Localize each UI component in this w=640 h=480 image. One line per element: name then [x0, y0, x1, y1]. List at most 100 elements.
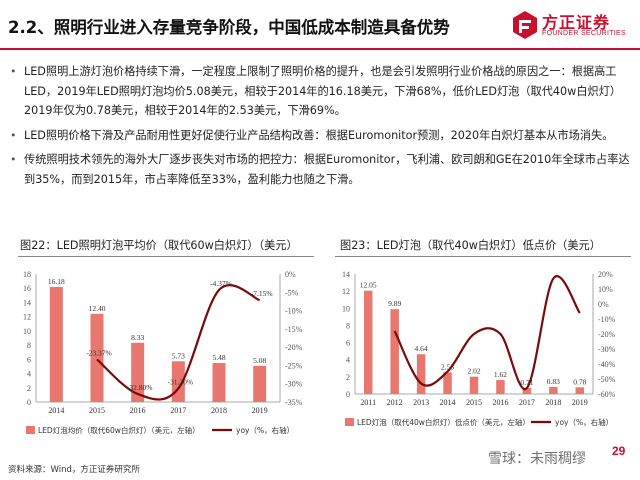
bar: [496, 380, 505, 394]
yoy-line: [96, 284, 261, 401]
slide-title: 2.2、照明行业进入存量竞争阶段，中国低成本制造具备优势: [8, 18, 450, 37]
left-axis-tick-label: 16: [23, 284, 31, 293]
watermark: 雪球：未雨稠缪: [488, 451, 586, 467]
left-axis-tick-label: 10: [342, 304, 350, 313]
bullet-list: • LED照明上游灯泡价格持续下滑，一定程度上限制了照明价格的提升，也是会引发照…: [8, 62, 632, 194]
bullet-text: 传统照明技术领先的海外大厂逐步丧失对市场的把控力：根据Euromonitor，飞…: [24, 153, 630, 186]
left-axis-tick-label: 12: [342, 287, 350, 296]
x-axis-tick-label: 2014: [440, 398, 456, 407]
legend-line-label: yoy（%，右轴）: [555, 417, 613, 427]
led-60w-price-chart: 0 2 4 6 8 10 12 14 16 18 0% -5% -10% -15% -20% -25% -30%…: [23, 270, 303, 435]
left-axis-tick-label: 10: [23, 327, 31, 336]
bar-value-label: 9.89: [388, 299, 401, 308]
founder-logo-icon: [513, 11, 537, 39]
legend-bar-label: LED灯泡（取代40w白炽灯）低点价（美元，左轴）: [357, 417, 530, 427]
left-axis-tick-label: 18: [23, 270, 31, 279]
chart-title-divider: [18, 256, 314, 257]
bar: [522, 387, 532, 394]
bullet-dot-icon: •: [10, 65, 17, 78]
bullet-item: • LED照明价格下滑及产品耐用性更好促使行业产品结构改善：根据Euromoni…: [8, 126, 632, 146]
page-number: 29: [612, 444, 626, 458]
bar-value-label: 2.02: [467, 367, 480, 376]
x-axis-tick-label: 2016: [492, 398, 508, 407]
x-axis-tick-label: 2015: [89, 406, 105, 415]
legend-bar-swatch: [26, 426, 35, 434]
x-axis-tick-label: 2018: [545, 398, 561, 407]
x-axis-tick-label: 2016: [130, 406, 146, 415]
left-axis-tick-label: 6: [27, 355, 31, 364]
bar-value-label: 0.83: [547, 377, 560, 386]
bar: [469, 376, 479, 394]
bar-value-label: 5.48: [212, 353, 225, 362]
bar: [549, 386, 558, 394]
bar-value-label: 4.64: [415, 344, 428, 353]
bullet-dot-icon: •: [10, 153, 17, 166]
right-axis-tick-label: 20%: [598, 270, 613, 279]
bar-value-label: 0.78: [573, 377, 586, 386]
x-axis-tick-label: 2018: [211, 406, 227, 415]
left-axis-tick-label: 8: [346, 321, 350, 330]
right-axis-tick-label: -30%: [598, 345, 616, 354]
yoy-value-label: -31.30%: [168, 377, 194, 386]
bar-value-label: 0.71: [520, 378, 533, 387]
bullet-item: • LED照明上游灯泡价格持续下滑，一定程度上限制了照明价格的提升，也是会引发照…: [8, 62, 632, 121]
bar: [390, 309, 399, 394]
founder-logo: 方正证券 FOUNDER SECURITIES: [512, 8, 636, 44]
right-axis-tick-label: -5%: [285, 288, 299, 297]
left-axis-tick-label: 4: [346, 356, 350, 365]
bar: [443, 372, 452, 394]
right-axis-tick-label: -25%: [285, 361, 303, 370]
yoy-line: [393, 275, 581, 390]
x-axis-tick-label: 2015: [466, 398, 482, 407]
bullet-dot-icon: •: [10, 128, 17, 142]
left-axis-tick-label: 2: [27, 384, 31, 393]
bar-value-label: 12.40: [89, 304, 106, 313]
left-axis-tick-label: 0: [27, 398, 31, 407]
bar-value-label: 5.73: [172, 351, 185, 360]
x-axis-tick-label: 2017: [170, 406, 186, 415]
left-axis-tick-label: 0: [346, 390, 350, 399]
left-axis-tick-label: 14: [23, 298, 31, 307]
led-40w-low-price-chart: 0 2 4 6 8 10 12 14 20% 10% 0% -10% -20% -30% -40% -50% -…: [342, 270, 616, 427]
right-axis-tick-label: 0%: [285, 270, 296, 279]
logo-text-cn: 方正证券: [542, 13, 611, 32]
x-axis-tick-label: 2017: [519, 398, 535, 407]
x-axis-tick-label: 2013: [413, 398, 429, 407]
header-divider: [0, 48, 640, 50]
bullet-text: LED照明上游灯泡价格持续下滑，一定程度上限制了照明价格的提升，也是会引发照明行…: [24, 65, 622, 117]
left-axis-tick-label: 8: [27, 341, 31, 350]
legend-line-label: yoy（%，右轴）: [236, 425, 294, 435]
left-axis-tick-label: 6: [346, 339, 350, 348]
chart-title-divider: [335, 256, 631, 257]
x-axis-tick-label: 2012: [387, 398, 403, 407]
x-axis-tick-label: 2014: [48, 406, 64, 415]
x-axis-tick-label: 2019: [252, 406, 268, 415]
bullet-text: LED照明价格下滑及产品耐用性更好促使行业产品结构改善：根据Euromonito…: [24, 128, 614, 142]
right-axis-tick-label: -10%: [598, 315, 616, 324]
bar-value-label: 8.33: [131, 333, 144, 342]
source-note: 资料来源：Wind，方正证券研究所: [8, 465, 140, 475]
bar: [363, 290, 373, 394]
x-axis-tick-label: 2011: [360, 398, 376, 407]
bar: [575, 387, 585, 394]
legend-bar-swatch: [345, 418, 354, 426]
bar-value-label: 5.08: [253, 356, 266, 365]
right-axis-tick-label: -20%: [285, 343, 303, 352]
slide-header: 2.2、照明行业进入存量竞争阶段，中国低成本制造具备优势 方正证券 FOUNDE…: [0, 0, 640, 50]
right-axis-tick-label: 10%: [598, 285, 613, 294]
left-axis-tick-label: 4: [27, 370, 31, 379]
right-axis-tick-label: -40%: [598, 360, 616, 369]
yoy-value-label: -7.15%: [251, 289, 273, 298]
bar: [416, 354, 426, 394]
bar: [212, 363, 226, 402]
right-axis-tick-label: -30%: [285, 380, 303, 389]
x-axis-tick-label: 2019: [572, 398, 588, 407]
right-axis-tick-label: -20%: [598, 330, 616, 339]
bullet-item: • 传统照明技术领先的海外大厂逐步丧失对市场的把控力：根据Euromonitor…: [8, 150, 632, 189]
bar-value-label: 2.53: [441, 362, 454, 371]
bar-value-label: 12.05: [360, 281, 377, 290]
bar-value-label: 1.62: [494, 370, 507, 379]
left-axis-tick-label: 2: [346, 373, 350, 382]
legend-bar-label: LED灯泡均价（取代60w白炽灯）（美元，左轴）: [38, 425, 200, 435]
yoy-value-label: -23.37%: [86, 348, 112, 357]
